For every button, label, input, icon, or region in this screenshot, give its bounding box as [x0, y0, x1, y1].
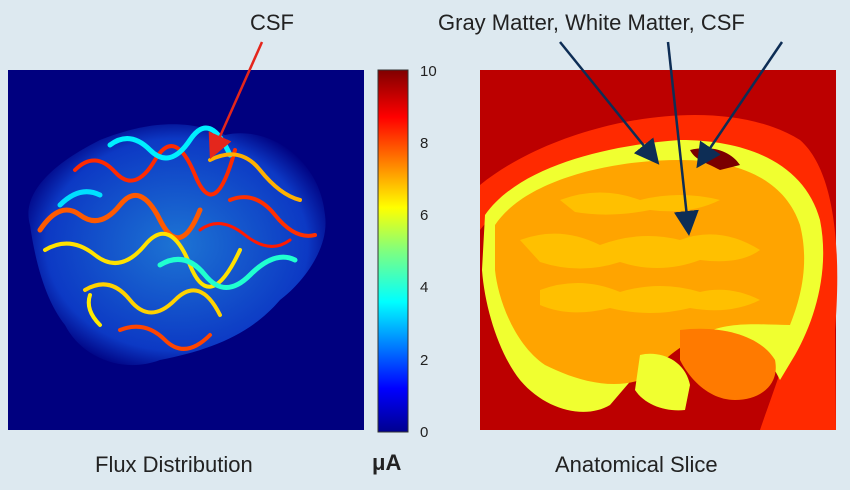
tissue-labels: Gray Matter, White Matter, CSF [438, 10, 745, 35]
csf-anatomy-arrow [696, 41, 784, 169]
csf-arrow [208, 41, 264, 160]
colorbar-tick: 8 [420, 135, 429, 152]
anatomy-caption: Anatomical Slice [555, 452, 718, 477]
white-matter-arrow [666, 41, 699, 236]
colorbar-unit: μA [372, 450, 402, 475]
anatomical-slice-image [480, 70, 838, 430]
colorbar-tick: 2 [420, 352, 429, 369]
colorbar-tick: 4 [420, 279, 429, 296]
csf-label: CSF [250, 10, 294, 35]
flux-distribution-image [8, 70, 364, 430]
colorbar [377, 69, 409, 433]
colorbar-tick: 10 [420, 63, 437, 80]
colorbar-tick: 6 [420, 207, 429, 224]
colorbar-tick: 0 [420, 424, 429, 441]
flux-caption: Flux Distribution [95, 452, 253, 477]
gray-matter-arrow [559, 41, 660, 165]
